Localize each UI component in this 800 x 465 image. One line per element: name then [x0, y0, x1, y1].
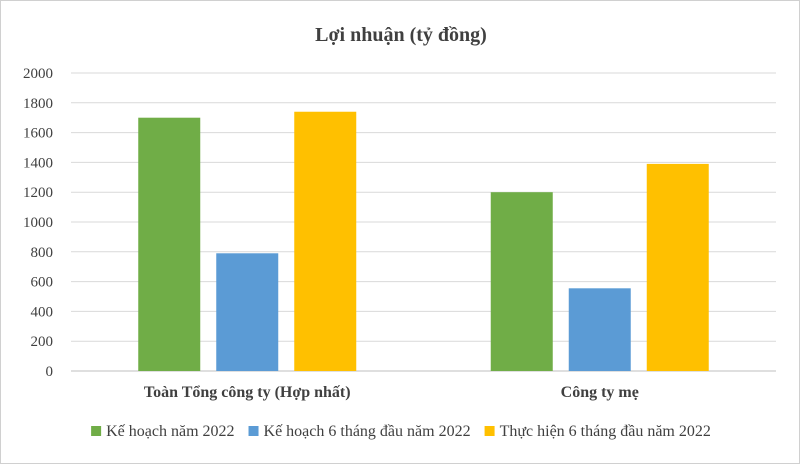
legend-item: Kế hoạch 6 tháng đầu năm 2022 — [248, 423, 471, 440]
legend-label: Kế hoạch 6 tháng đầu năm 2022 — [264, 423, 471, 440]
y-tick-label: 200 — [31, 334, 54, 350]
bar — [294, 111, 357, 372]
y-tick-label: 1200 — [23, 185, 53, 201]
y-tick-label: 2000 — [23, 66, 53, 82]
bars — [138, 111, 709, 372]
legend-swatch — [91, 426, 102, 436]
y-tick-label: 1800 — [23, 96, 53, 112]
y-tick-label: 1400 — [23, 155, 53, 171]
legend-label: Kế hoạch năm 2022 — [106, 423, 234, 440]
legend-item: Kế hoạch năm 2022 — [91, 423, 235, 440]
bar — [216, 253, 279, 371]
y-tick-label: 1000 — [23, 215, 53, 231]
bar — [138, 117, 201, 371]
x-category-label: Toàn Tổng công ty (Hợp nhất) — [144, 384, 351, 401]
bar — [568, 288, 631, 371]
y-tick-label: 800 — [31, 245, 54, 261]
legend: Kế hoạch năm 2022 Kế hoạch 6 tháng đầu nă… — [91, 423, 711, 440]
chart-title: Lợi nhuận (tỷ đồng) — [315, 24, 487, 46]
x-category-label: Công ty mẹ — [561, 384, 639, 401]
bar — [646, 163, 709, 371]
y-tick-label: 1600 — [23, 126, 53, 142]
y-tick-label: 0 — [46, 364, 54, 380]
legend-label: Thực hiện 6 tháng đầu năm 2022 — [500, 423, 711, 440]
bar — [490, 192, 553, 371]
legend-swatch — [248, 426, 259, 436]
y-tick-label: 600 — [31, 275, 54, 291]
x-axis-categories: Toàn Tổng công ty (Hợp nhất) Công ty mẹ — [144, 384, 639, 401]
y-tick-label: 400 — [31, 304, 54, 320]
legend-item: Thực hiện 6 tháng đầu năm 2022 — [484, 423, 711, 440]
y-axis-ticks: 0 200 400 600 800 1000 1200 1400 1600 1800 2000 — [23, 66, 53, 380]
legend-swatch — [484, 426, 495, 436]
